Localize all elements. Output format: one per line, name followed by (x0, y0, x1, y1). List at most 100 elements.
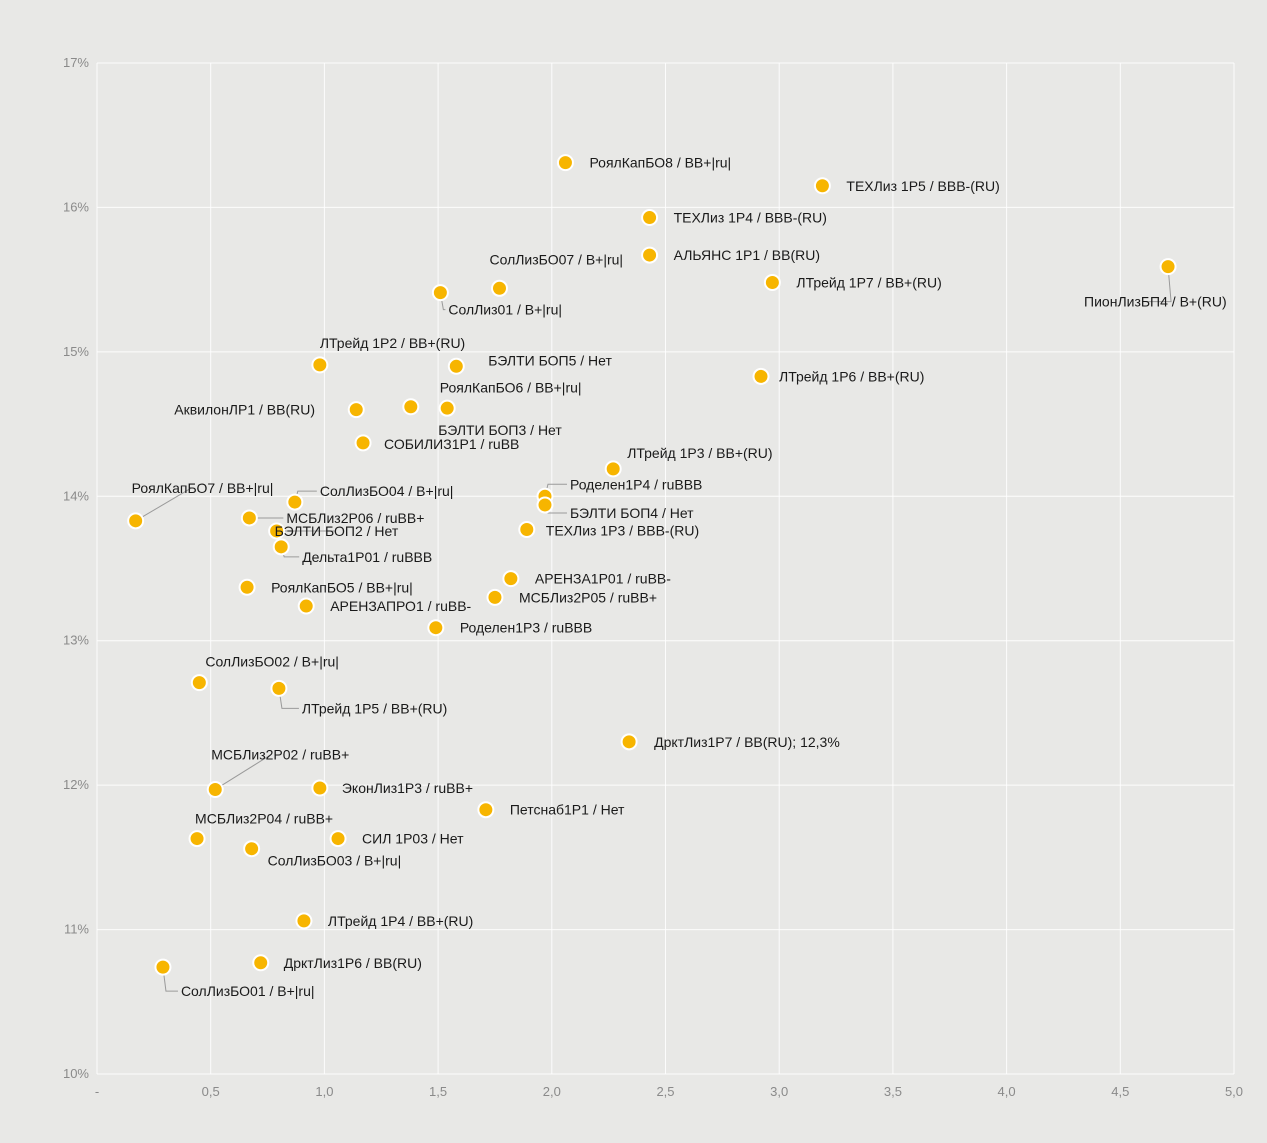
x-tick-label: 3,5 (884, 1084, 902, 1099)
data-point-label: МСБЛиз2Р05 / ruBB+ (519, 589, 657, 605)
data-point-label: АРЕНЗАПРО1 / ruBB- (330, 598, 471, 614)
x-tick-label: - (95, 1084, 99, 1099)
x-tick-label: 4,0 (998, 1084, 1016, 1099)
data-point-label: БЭЛТИ БОП3 / Нет (438, 422, 562, 438)
data-point-label: МСБЛиз2Р02 / ruBB+ (211, 746, 349, 762)
label-leader-line (214, 754, 272, 790)
data-point-label: БЭЛТИ БОП2 / Нет (275, 523, 399, 539)
data-point (243, 840, 261, 858)
data-point-label: Петснаб1Р1 / Нет (510, 802, 625, 818)
data-point (238, 578, 256, 596)
y-tick-label: 12% (63, 777, 89, 792)
data-point-label: РоялКапБО5 / BB+|ru| (271, 579, 413, 595)
data-point (502, 570, 520, 588)
y-tick-label: 13% (63, 633, 89, 648)
data-point (402, 398, 420, 416)
data-point-label: СолЛизБО01 / B+|ru| (181, 983, 315, 999)
data-point (641, 209, 659, 227)
data-point-label: ЭконЛиз1Р3 / ruBB+ (342, 780, 473, 796)
data-point (188, 830, 206, 848)
data-point (477, 801, 495, 819)
data-point-label: Роделен1Р3 / ruBBB (460, 620, 592, 636)
data-point (556, 154, 574, 172)
data-point (252, 954, 270, 972)
data-point-label: РоялКапБО7 / BB+|ru| (132, 480, 274, 496)
data-point (286, 493, 304, 511)
data-point (763, 274, 781, 292)
data-point-label: ЛТрейд 1Р3 / BB+(RU) (627, 445, 772, 461)
data-point-label: ТЕХЛиз 1Р5 / BBB-(RU) (846, 178, 999, 194)
data-point (240, 509, 258, 527)
y-tick-label: 17% (63, 55, 89, 70)
data-point-label: БЭЛТИ БОП5 / Нет (488, 352, 612, 368)
data-point (127, 512, 145, 530)
data-point (295, 912, 313, 930)
x-tick-label: 3,0 (770, 1084, 788, 1099)
data-point-label: Роделен1Р4 / ruBBB (570, 476, 702, 492)
label-leader-line (135, 487, 192, 522)
data-point-label: ЛТрейд 1Р4 / BB+(RU) (328, 913, 473, 929)
x-tick-label: 2,0 (543, 1084, 561, 1099)
data-point (752, 367, 770, 385)
data-point-label: АЛЬЯНС 1Р1 / BB(RU) (674, 247, 820, 263)
data-point (154, 958, 172, 976)
data-point (536, 496, 554, 514)
data-point-label: СолЛизБО07 / B+|ru| (489, 251, 623, 267)
y-tick-label: 11% (64, 922, 89, 937)
y-tick-label: 10% (63, 1066, 89, 1081)
data-point-label: СолЛизБО04 / B+|ru| (320, 483, 454, 499)
data-point-label: СолЛизБО02 / B+|ru| (205, 654, 339, 670)
data-point-label: ЛТрейд 1Р5 / BB+(RU) (302, 700, 447, 716)
label-leader-line (1144, 266, 1172, 303)
data-point-label: ЛТрейд 1Р6 / BB+(RU) (779, 368, 924, 384)
data-point (518, 521, 536, 539)
data-point (270, 679, 288, 697)
data-point (272, 538, 290, 556)
data-point (190, 674, 208, 692)
data-point (1159, 258, 1177, 276)
data-point-label: СолЛизБО03 / B+|ru| (268, 853, 402, 869)
data-point-label: ЛТрейд 1Р7 / BB+(RU) (796, 275, 941, 291)
data-point (431, 284, 449, 302)
data-point (438, 399, 456, 417)
data-point (311, 779, 329, 797)
data-point (329, 830, 347, 848)
data-point-label: Дельта1Р01 / ruBBB (302, 549, 432, 565)
x-tick-label: 4,5 (1111, 1084, 1129, 1099)
data-point (354, 434, 372, 452)
data-point (447, 357, 465, 375)
data-point (620, 733, 638, 751)
data-point (311, 356, 329, 374)
y-tick-label: 16% (63, 199, 89, 214)
data-point-label: СолЛиз01 / B+|ru| (448, 302, 562, 318)
x-tick-label: 1,5 (429, 1084, 447, 1099)
data-point (347, 401, 365, 419)
data-point (604, 460, 622, 478)
data-point-label: ЛТрейд 1Р2 / BB+(RU) (320, 335, 465, 351)
data-point-label: ДрктЛиз1Р7 / BB(RU); 12,3% (654, 734, 840, 750)
data-point-label: МСБЛиз2Р06 / ruBB+ (286, 510, 424, 526)
y-tick-label: 15% (63, 344, 89, 359)
data-point (427, 619, 445, 637)
data-point-label: ДрктЛиз1Р6 / BB(RU) (284, 955, 422, 971)
data-point-label: РоялКапБО6 / BB+|ru| (440, 380, 582, 396)
data-point-label: БЭЛТИ БОП4 / Нет (570, 505, 694, 521)
data-point (268, 522, 286, 540)
data-point (297, 597, 315, 615)
data-point-label: ТЕХЛиз 1Р4 / BBB-(RU) (674, 210, 827, 226)
data-point (813, 177, 831, 195)
data-point-label: МСБЛиз2Р04 / ruBB+ (195, 811, 333, 827)
data-point-label: АквилонЛР1 / BB(RU) (174, 402, 315, 418)
x-tick-label: 0,5 (202, 1084, 220, 1099)
data-point-label: СИЛ 1Р03 / Нет (362, 831, 464, 847)
data-point (486, 588, 504, 606)
x-tick-label: 2,5 (656, 1084, 674, 1099)
x-tick-label: 5,0 (1225, 1084, 1243, 1099)
data-point (641, 246, 659, 264)
data-point-label: СОБИЛИЗ1Р1 / ruBB (384, 436, 519, 452)
data-point (206, 780, 224, 798)
x-tick-label: 1,0 (315, 1084, 333, 1099)
y-tick-label: 14% (63, 488, 89, 503)
